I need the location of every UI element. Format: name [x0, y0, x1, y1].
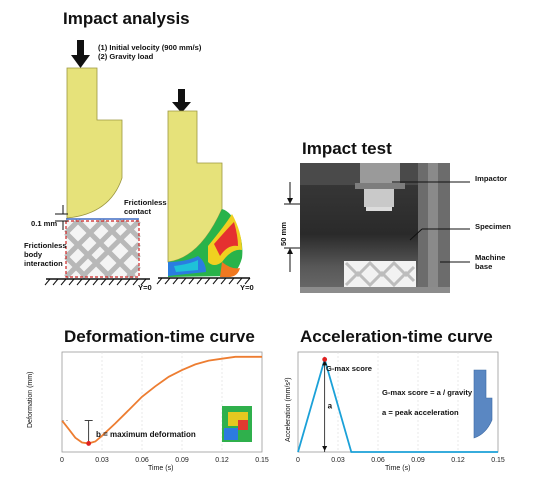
lattice-specimen-left	[64, 218, 141, 279]
gap-label: 0.1 mm	[31, 219, 58, 228]
x-tick-label: 0.09	[411, 457, 425, 464]
ground-left	[44, 278, 150, 286]
impactor-model-left	[66, 67, 123, 219]
velocity-arrow-icon	[172, 89, 191, 113]
velocity-arrow-icon	[71, 40, 90, 68]
a-label: a	[328, 402, 333, 411]
gap-marker	[55, 205, 68, 230]
contact-label-line2: contact	[124, 207, 152, 216]
body-label-line3: interaction	[24, 259, 63, 268]
deformation-annotation: b = maximum deformation	[96, 430, 196, 439]
a-arrow-up-icon	[322, 360, 328, 366]
dashed-box	[65, 220, 140, 278]
impact-analysis-title: Impact analysis	[63, 9, 190, 28]
series-line	[297, 356, 498, 453]
impact-test-photo	[300, 163, 450, 293]
gmax-formula: G-max score = a / gravity	[382, 388, 473, 397]
series-line	[61, 355, 262, 445]
x-tick-label: 0.09	[175, 457, 189, 464]
body-label-line2: body	[24, 250, 43, 259]
deformation-chart-title: Deformation-time curve	[64, 327, 255, 346]
deformed-lattice-right	[168, 209, 243, 277]
x-tick-label: 0.12	[215, 457, 229, 464]
a-arrow-down-icon	[322, 446, 328, 451]
x-tick-label: 0.06	[135, 457, 149, 464]
inset-lattice-base	[224, 428, 238, 440]
x-tick-label: 0.15	[491, 457, 505, 464]
ground-right	[156, 277, 251, 285]
acceleration-chart-xlabel: Time (s)	[385, 465, 411, 472]
x-tick-label: 0.03	[331, 457, 345, 464]
impactor-model-right	[167, 110, 223, 263]
plot-area	[297, 351, 499, 453]
x-tick-label: 0	[296, 457, 300, 464]
x-tick-label: 0.15	[255, 457, 269, 464]
inset-lattice-hot	[238, 420, 248, 430]
x-tick-label: 0.12	[451, 457, 465, 464]
contact-label-line1: Frictionless	[124, 198, 167, 207]
impact-test-title: Impact test	[302, 139, 392, 158]
ground-label-left: Y=0	[138, 283, 152, 292]
impactor-inset	[473, 369, 493, 439]
peak-definition: a = peak acceleration	[382, 408, 459, 417]
impactor-label: Impactor	[475, 174, 508, 183]
deformation-chart-xlabel: Time (s)	[148, 465, 174, 472]
peak-marker	[86, 441, 92, 446]
acceleration-chart-title: Acceleration-time curve	[300, 327, 493, 346]
x-tick-label: 0.06	[371, 457, 385, 464]
machine-base-label-line1: Machine	[475, 253, 506, 262]
peak-marker	[322, 357, 328, 362]
specimen-label: Specimen	[475, 222, 511, 231]
x-tick-label: 0	[60, 457, 64, 464]
machine-base-label-line2: base	[475, 262, 493, 271]
ground-label-right: Y=0	[240, 283, 254, 292]
x-tick-label: 0.03	[95, 457, 109, 464]
gmax-peak-label: G-max score	[326, 364, 373, 373]
load-label-velocity: (1) Initial velocity (900 mm/s)	[98, 43, 202, 52]
acceleration-chart-ylabel: Acceleration (mm/s²)	[285, 377, 292, 442]
load-label-gravity: (2) Gravity load	[98, 52, 154, 61]
body-label-line1: Frictionless	[24, 241, 67, 250]
